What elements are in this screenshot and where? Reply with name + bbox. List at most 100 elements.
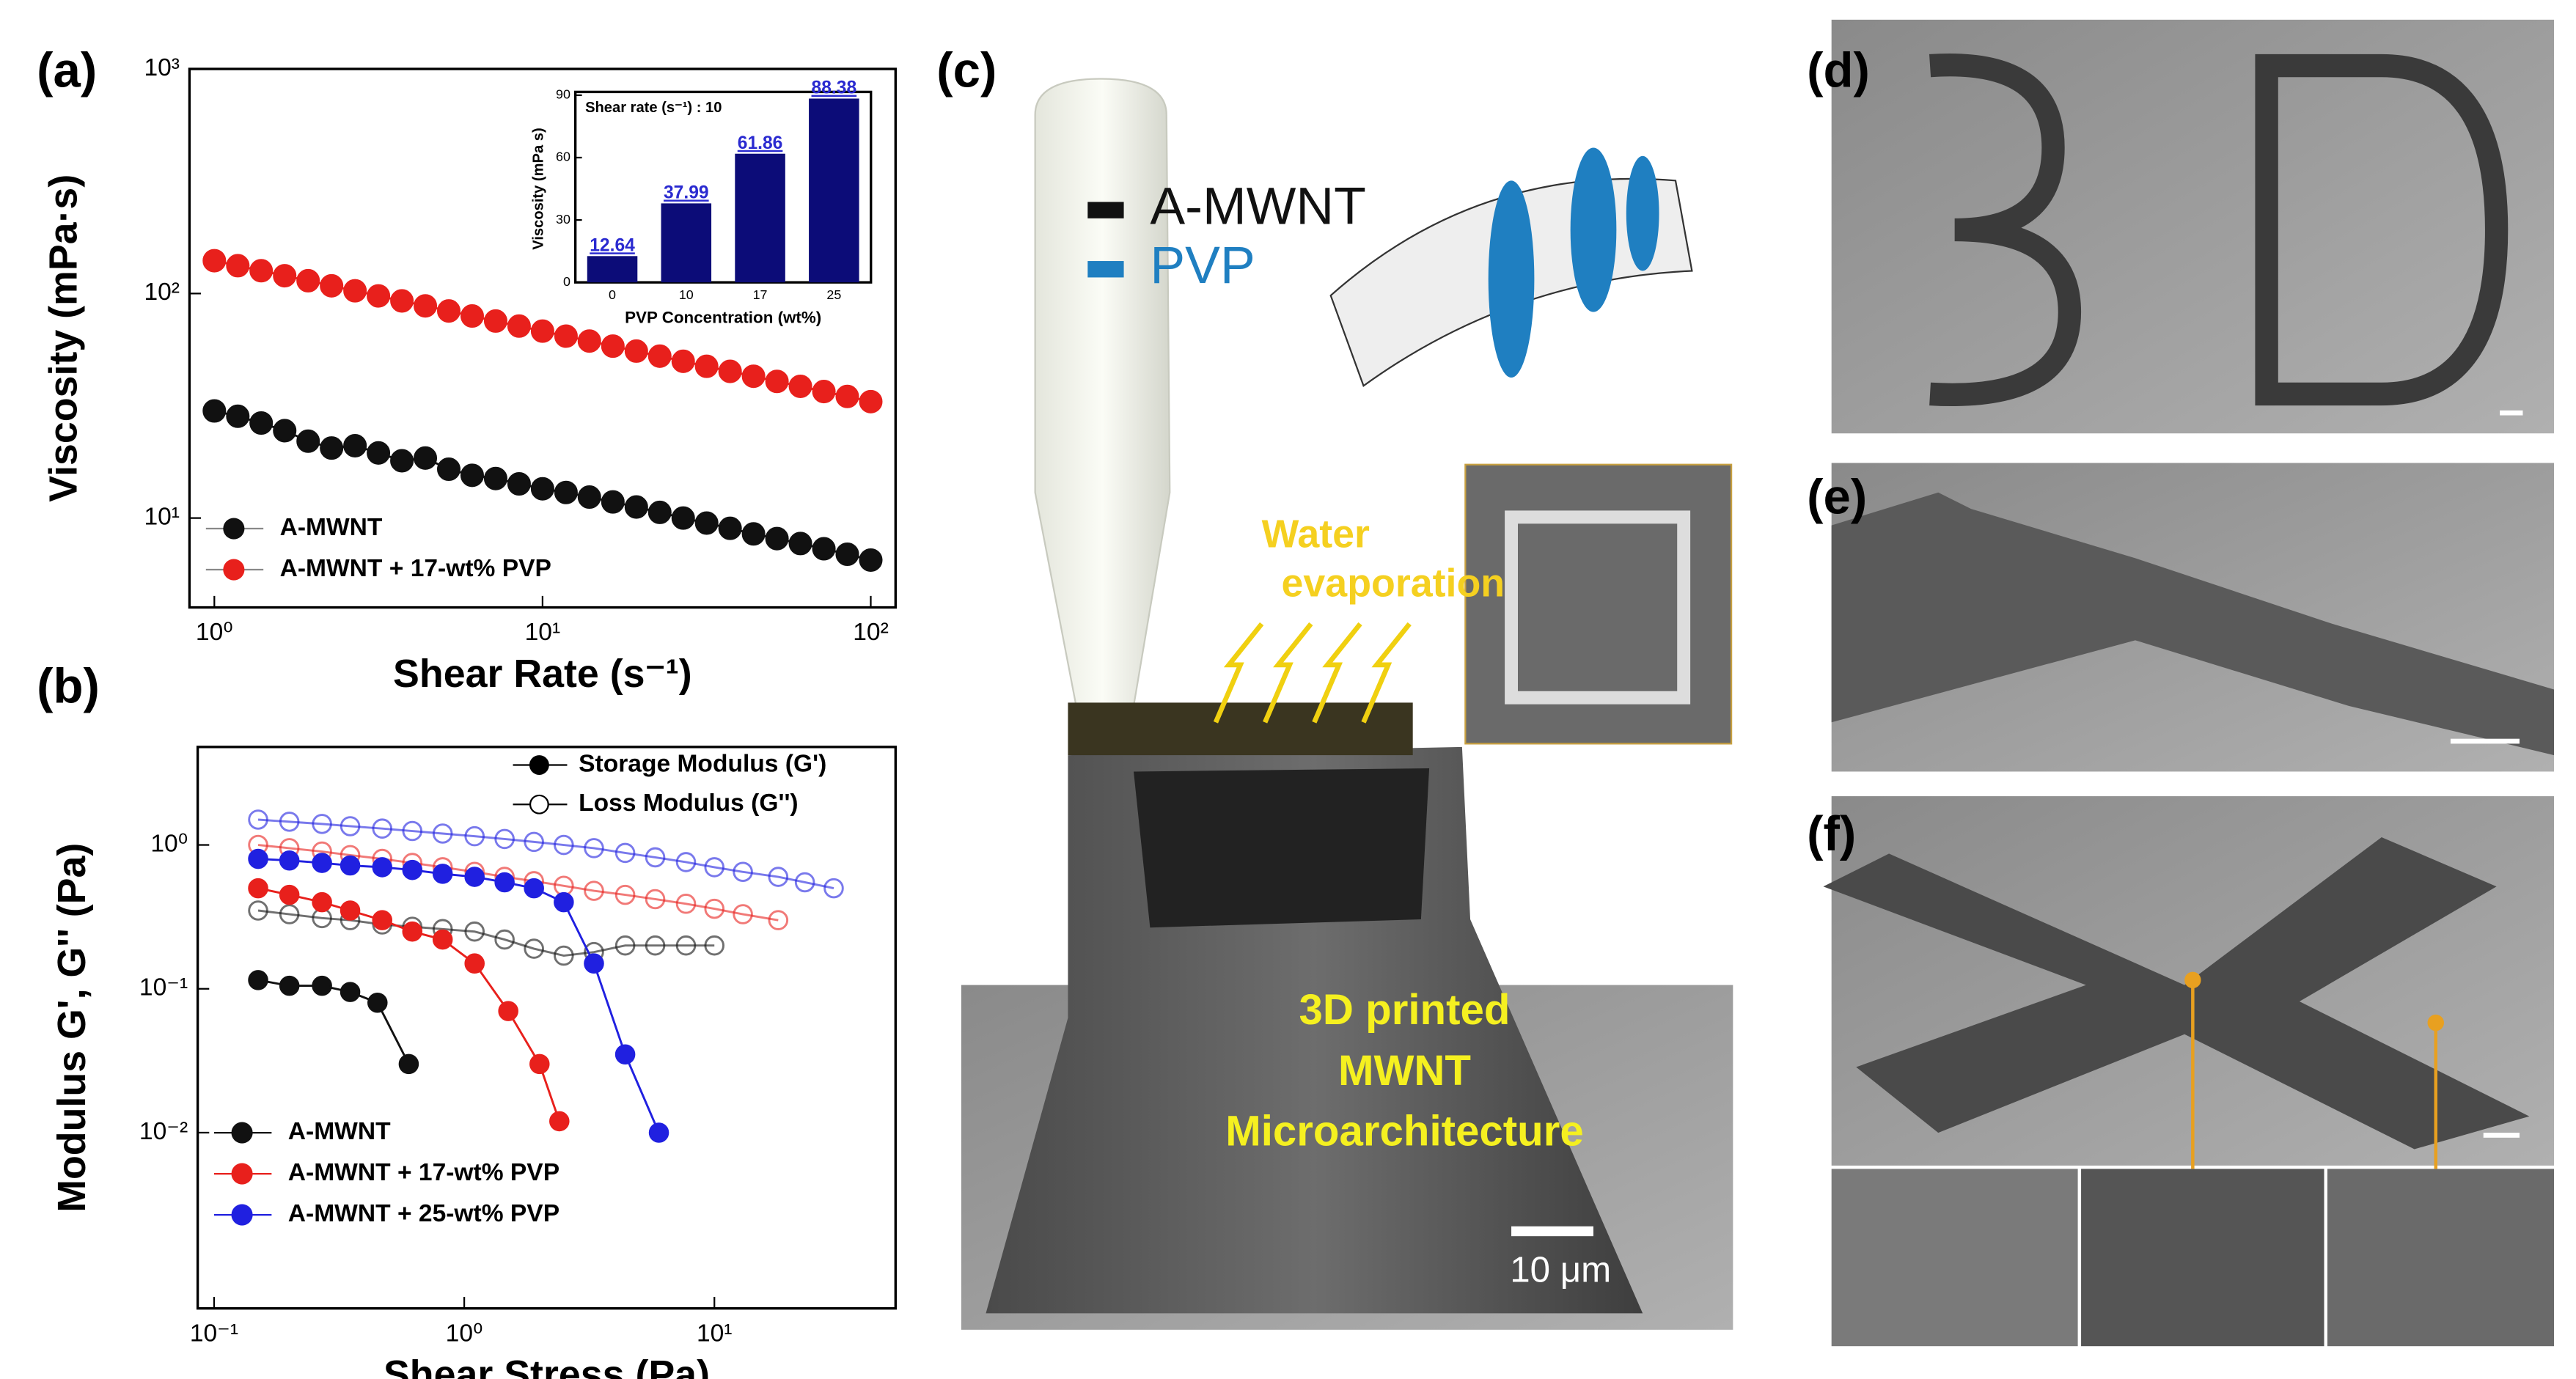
data-point <box>249 411 274 435</box>
data-point <box>248 900 268 921</box>
data-point <box>226 254 250 278</box>
data-point <box>614 935 636 956</box>
data-point <box>835 542 859 567</box>
tower-opening <box>1134 768 1430 928</box>
data-point <box>372 818 393 839</box>
bar-value-label: 88.38 <box>812 78 857 98</box>
series-line <box>257 818 834 890</box>
y-tick-label: 10⁻¹ <box>139 974 188 1001</box>
data-point <box>312 891 332 913</box>
panel-f-image <box>1823 796 2554 1347</box>
data-point <box>414 446 438 470</box>
data-point <box>549 1111 570 1132</box>
data-point <box>296 268 320 293</box>
caption: Microarchitecture <box>1225 1108 1584 1155</box>
legend-marker <box>231 1163 253 1185</box>
legend-marker <box>223 518 245 540</box>
legend-label: A-MWNT <box>1150 177 1365 236</box>
data-point <box>320 436 344 460</box>
legend-label: Loss Modulus (G'') <box>579 790 798 817</box>
bar-value-label: 61.86 <box>738 133 783 153</box>
data-point <box>372 857 393 878</box>
data-point <box>320 273 344 298</box>
plot-frame <box>573 90 873 284</box>
y-axis-label: Viscosity (mPa s) <box>531 128 547 249</box>
legend-label: PVP <box>1150 236 1255 295</box>
data-point <box>614 842 636 864</box>
data-point <box>694 511 719 535</box>
y-axis-label: Viscosity (mPa·s) <box>42 174 86 502</box>
data-point <box>733 861 753 883</box>
data-point <box>554 480 578 504</box>
data-point <box>464 867 485 887</box>
data-point <box>647 500 672 524</box>
data-point <box>279 850 300 871</box>
data-point <box>343 433 367 457</box>
data-point <box>529 1053 550 1075</box>
x-tick-label: 17 <box>753 287 768 302</box>
data-point <box>390 289 414 313</box>
data-point <box>483 466 507 490</box>
data-point <box>340 900 361 921</box>
data-point <box>648 1122 669 1143</box>
data-point <box>436 457 461 482</box>
data-point <box>464 953 485 974</box>
x-tick-label: 25 <box>826 287 841 302</box>
data-point <box>554 891 574 913</box>
data-point <box>671 349 695 373</box>
data-point <box>675 852 697 872</box>
x-tick-label: 10⁰ <box>446 1320 483 1347</box>
y-tick-label: 10⁻² <box>139 1118 188 1145</box>
data-point <box>367 441 391 465</box>
data-point <box>436 299 461 323</box>
x-axis-label: PVP Concentration (wt%) <box>625 308 821 326</box>
data-point <box>704 898 725 919</box>
annotation: Water <box>1262 512 1370 556</box>
data-point <box>402 921 423 942</box>
data-point <box>812 380 836 404</box>
data-point <box>647 344 672 368</box>
extruded-filament <box>1068 702 1413 756</box>
data-point <box>249 259 274 283</box>
data-point <box>614 884 636 905</box>
data-point <box>694 354 719 378</box>
data-point <box>624 495 648 519</box>
data-point <box>460 304 484 328</box>
data-point <box>601 334 625 358</box>
data-point <box>498 1001 518 1021</box>
legend-label: A-MWNT + 17-wt% PVP <box>288 1159 559 1186</box>
bar <box>809 98 859 283</box>
data-point <box>741 364 766 389</box>
data-point <box>768 910 789 930</box>
data-point <box>601 490 625 514</box>
data-point <box>859 389 883 413</box>
data-point <box>859 548 883 572</box>
bar <box>661 203 712 283</box>
annotation: evaporation <box>1282 562 1505 606</box>
data-point <box>584 880 604 901</box>
data-point <box>554 834 574 856</box>
legend-marker <box>223 559 245 581</box>
data-point <box>312 814 332 834</box>
data-point <box>577 329 601 353</box>
data-point <box>414 294 438 318</box>
data-point <box>367 284 391 308</box>
data-point <box>279 975 300 996</box>
data-point <box>483 309 507 333</box>
data-point <box>794 872 815 893</box>
data-point <box>823 878 844 899</box>
data-point <box>765 369 789 394</box>
data-point <box>343 279 367 303</box>
data-point <box>704 935 725 956</box>
plot-frame <box>196 746 897 1310</box>
y-tick-label: 30 <box>556 212 570 227</box>
legend-label: A-MWNT <box>288 1118 391 1145</box>
data-point <box>248 878 268 899</box>
data-point <box>464 825 485 847</box>
caption: MWNT <box>1338 1047 1471 1095</box>
x-tick-label: 10¹ <box>525 619 561 646</box>
data-point <box>202 399 227 423</box>
y-tick-label: 10⁰ <box>150 830 188 857</box>
data-point <box>248 848 268 869</box>
